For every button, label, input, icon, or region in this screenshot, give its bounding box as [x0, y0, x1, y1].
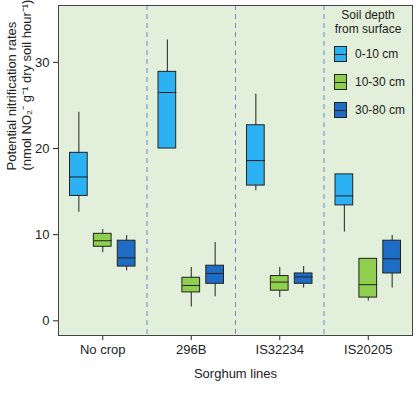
- html-text:10-30 cm: 10-30 cm: [355, 75, 405, 89]
- svg-text:20: 20: [35, 141, 49, 156]
- html-text:30-80 cm: 30-80 cm: [355, 103, 405, 117]
- svg-text:296B: 296B: [176, 342, 206, 357]
- svg-text:Sorghum lines: Sorghum lines: [194, 366, 278, 381]
- svg-text:IS20205: IS20205: [344, 342, 392, 357]
- svg-text:0: 0: [42, 313, 49, 328]
- html-text:Soil depth from surface: Soil depth from surface: [334, 8, 402, 36]
- svg-text:Potential nitrification rates(: Potential nitrification rates(nmol NO₂⁻ …: [4, 0, 35, 171]
- svg-text:10: 10: [35, 227, 49, 242]
- svg-text:30: 30: [35, 55, 49, 70]
- svg-text:No crop: No crop: [80, 342, 126, 357]
- svg-text:IS32234: IS32234: [256, 342, 304, 357]
- html-text:0-10 cm: 0-10 cm: [355, 47, 399, 61]
